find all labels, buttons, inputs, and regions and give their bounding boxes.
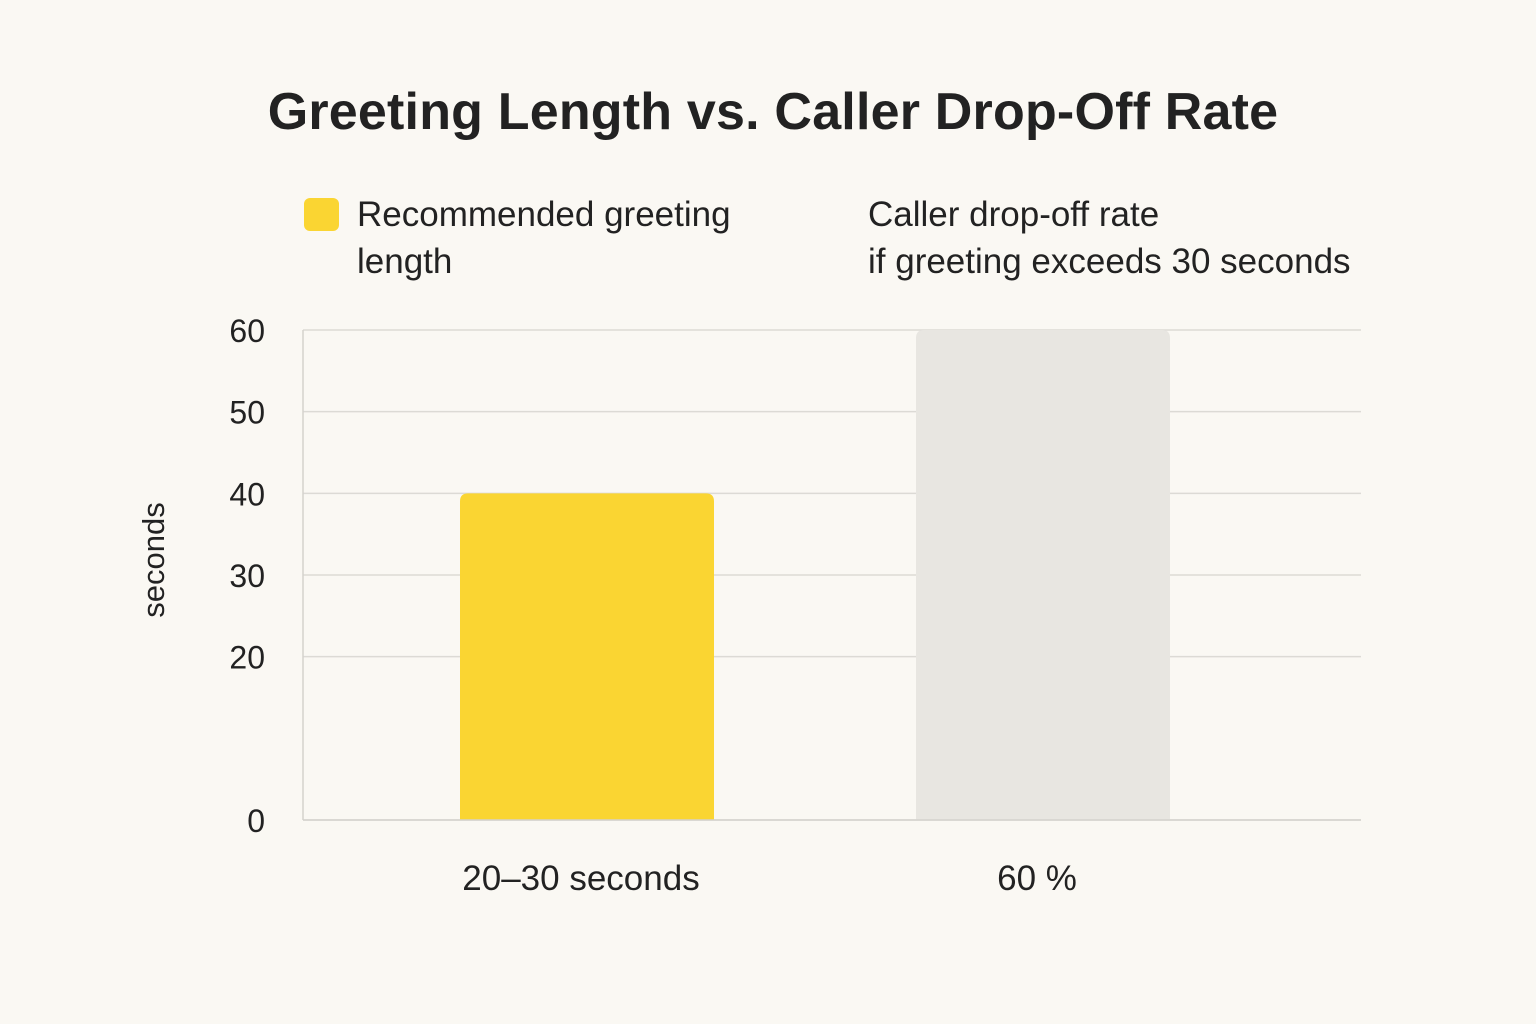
chart-title: Greeting Length vs. Caller Drop-Off Rate (267, 83, 1279, 141)
bar-2 (916, 330, 1170, 820)
y-tick-label-40: 40 (229, 476, 265, 512)
bar-1 (460, 493, 714, 820)
legend-swatch-recommended (304, 198, 339, 231)
legend-recommended-line-2: length (357, 242, 453, 281)
x-tick-label-1: 20–30 seconds (462, 859, 699, 898)
y-tick-label-0: 0 (247, 803, 265, 839)
y-tick-label-50: 50 (229, 395, 265, 431)
y-tick-label-30: 30 (229, 558, 265, 594)
y-tick-label-20: 20 (229, 640, 265, 676)
legend-item-recommended: Recommended greeting length (357, 191, 731, 285)
legend-dropoff-line-2: if greeting exceeds 30 seconds (868, 242, 1351, 281)
legend-dropoff-line-1: Caller drop-off rate (868, 195, 1160, 234)
legend-recommended-line-1: Recommended greeting (357, 195, 731, 234)
x-tick-label-2: 60 % (997, 859, 1077, 898)
legend-item-dropoff: Caller drop-off rate if greeting exceeds… (868, 191, 1351, 285)
y-tick-label-60: 60 (229, 313, 265, 349)
